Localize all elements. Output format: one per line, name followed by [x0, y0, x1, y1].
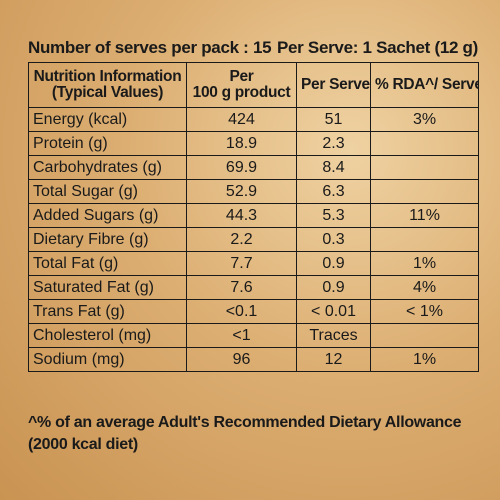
- table-row: Carbohydrates (g) 69.9 8.4: [28, 155, 479, 180]
- rda-value: 3%: [370, 107, 479, 132]
- per-100g-value: 2.2: [186, 227, 297, 252]
- rda-value: < 1%: [370, 299, 479, 324]
- per-serve-value: 12: [296, 347, 371, 372]
- per-serve-size: Per Serve: 1 Sachet (12 g): [276, 38, 478, 57]
- table-row: Saturated Fat (g) 7.6 0.9 4%: [28, 275, 479, 300]
- table-row: Cholesterol (mg) <1 Traces: [28, 323, 479, 348]
- rda-value: [370, 155, 479, 180]
- per-100g-value: 424: [186, 107, 297, 132]
- header-rda-per-serve: % RDA^/ Serve: [370, 62, 479, 108]
- table-header-row: Nutrition Information (Typical Values) P…: [28, 62, 479, 108]
- pack-info-header: Number of serves per pack : 15 Per Serve…: [28, 38, 478, 58]
- footnote-line-2: (2000 kcal diet): [28, 436, 138, 453]
- per-serve-value: 8.4: [296, 155, 371, 180]
- serves-per-pack: Number of serves per pack : 15: [28, 38, 272, 57]
- per-serve-value: Traces: [296, 323, 371, 348]
- rda-value: [370, 227, 479, 252]
- per-100g-value: 44.3: [186, 203, 297, 228]
- row-label: Energy (kcal): [28, 107, 187, 132]
- row-label: Carbohydrates (g): [28, 155, 187, 180]
- row-label: Protein (g): [28, 131, 187, 156]
- per-serve-value: 2.3: [296, 131, 371, 156]
- table-row: Total Sugar (g) 52.9 6.3: [28, 179, 479, 204]
- header-per-100g: Per 100 g product: [186, 62, 297, 108]
- row-label: Saturated Fat (g): [28, 275, 187, 300]
- header-per-serve: Per Serve: [296, 62, 371, 108]
- rda-value: [370, 179, 479, 204]
- rda-value: 11%: [370, 203, 479, 228]
- table-row: Added Sugars (g) 44.3 5.3 11%: [28, 203, 479, 228]
- per-serve-value: < 0.01: [296, 299, 371, 324]
- per-serve-value: 6.3: [296, 179, 371, 204]
- table-row: Trans Fat (g) <0.1 < 0.01 < 1%: [28, 299, 479, 324]
- per-100g-value: <0.1: [186, 299, 297, 324]
- row-label: Total Fat (g): [28, 251, 187, 276]
- row-label: Dietary Fibre (g): [28, 227, 187, 252]
- per-serve-value: 0.3: [296, 227, 371, 252]
- table-row: Dietary Fibre (g) 2.2 0.3: [28, 227, 479, 252]
- table-row: Energy (kcal) 424 51 3%: [28, 107, 479, 132]
- rda-value: [370, 323, 479, 348]
- per-serve-value: 0.9: [296, 275, 371, 300]
- row-label: Sodium (mg): [28, 347, 187, 372]
- rda-value: 1%: [370, 347, 479, 372]
- per-100g-value: <1: [186, 323, 297, 348]
- per-100g-value: 18.9: [186, 131, 297, 156]
- per-100g-value: 52.9: [186, 179, 297, 204]
- per-100g-value: 69.9: [186, 155, 297, 180]
- table-row: Total Fat (g) 7.7 0.9 1%: [28, 251, 479, 276]
- per-serve-value: 5.3: [296, 203, 371, 228]
- per-100g-value: 96: [186, 347, 297, 372]
- per-100g-value: 7.6: [186, 275, 297, 300]
- rda-value: [370, 131, 479, 156]
- rda-value: 4%: [370, 275, 479, 300]
- row-label: Trans Fat (g): [28, 299, 187, 324]
- row-label: Total Sugar (g): [28, 179, 187, 204]
- nutrition-table: Nutrition Information (Typical Values) P…: [28, 62, 479, 372]
- footnote-line-1: ^% of an average Adult's Recommended Die…: [28, 414, 462, 431]
- table-row: Protein (g) 18.9 2.3: [28, 131, 479, 156]
- row-label: Added Sugars (g): [28, 203, 187, 228]
- per-serve-value: 51: [296, 107, 371, 132]
- row-label: Cholesterol (mg): [28, 323, 187, 348]
- header-nutrition-information: Nutrition Information (Typical Values): [28, 62, 187, 108]
- per-100g-value: 7.7: [186, 251, 297, 276]
- rda-value: 1%: [370, 251, 479, 276]
- per-serve-value: 0.9: [296, 251, 371, 276]
- table-row: Sodium (mg) 96 12 1%: [28, 347, 479, 372]
- rda-footnote: ^% of an average Adult's Recommended Die…: [28, 412, 488, 456]
